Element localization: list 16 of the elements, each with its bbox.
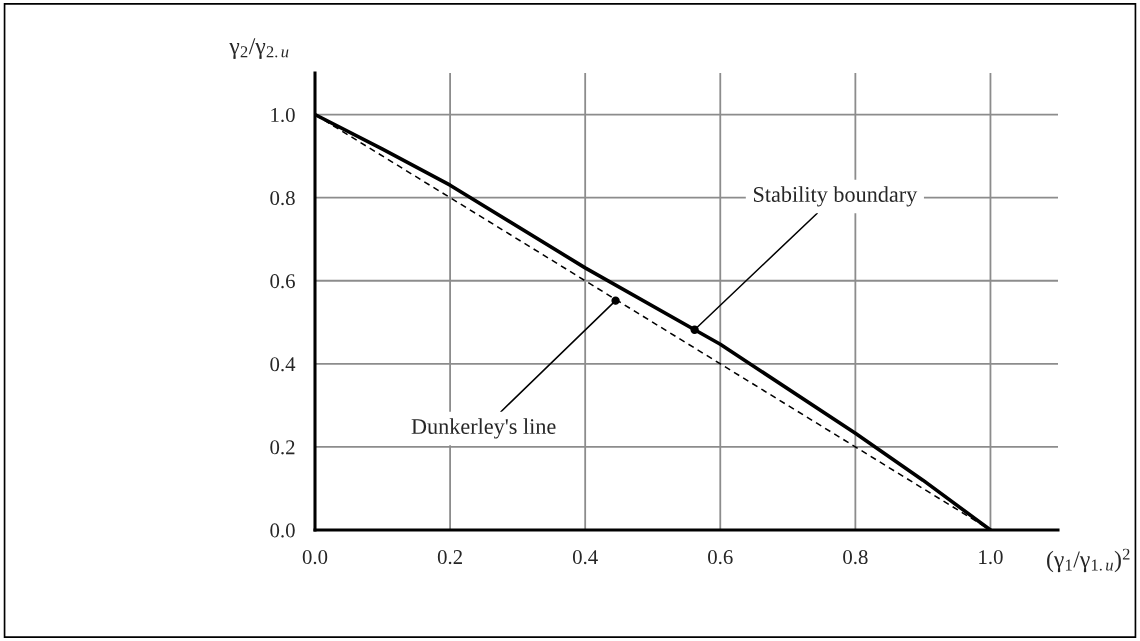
x-tick-label: 0.8: [843, 550, 868, 565]
x-tick-label: 0.2: [437, 550, 462, 565]
x-axis-title: (γ$_{1}$/γ$_{1.и}$)$^{2}$: [1047, 548, 1130, 573]
x-tick-label: 1.0: [979, 550, 1003, 565]
annotation: Stability boundary: [753, 186, 918, 207]
y-tick-label: 0.8: [270, 191, 295, 206]
x-tick-label: 0.0: [302, 550, 328, 565]
x-tick-label: 0.4: [572, 550, 598, 565]
y-axis-title: γ$_{2}$/γ$_{2.и}$: [229, 38, 289, 59]
y-tick-label: 1.0: [271, 107, 295, 123]
y-tick-label: 0.4: [270, 357, 296, 372]
y-tick-label: 0.2: [270, 440, 295, 455]
y-tick-label: 0.0: [270, 523, 295, 538]
annotation: Dunkerley's line: [411, 418, 556, 439]
x-tick-label: 0.6: [708, 550, 733, 565]
y-tick-label: 0.6: [270, 274, 295, 289]
